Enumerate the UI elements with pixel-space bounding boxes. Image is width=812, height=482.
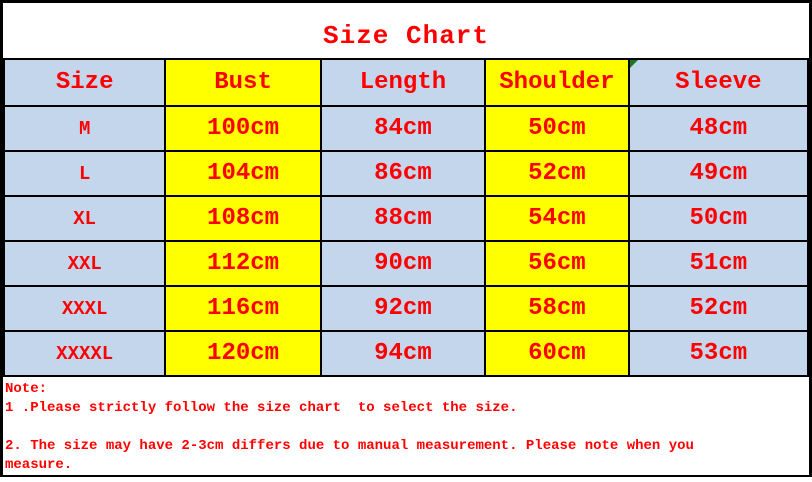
length-cell: 94cm [319,330,487,377]
length-cell: 86cm [319,150,487,197]
bust-cell: 108cm [164,195,322,242]
size-table: Size Bust Length Shoulder Sleeve M 100cm… [2,58,810,377]
bust-cell: 116cm [164,285,322,332]
length-cell: 88cm [319,195,487,242]
sleeve-cell: 48cm [627,105,810,152]
length-cell: 90cm [319,240,487,287]
sleeve-cell: 52cm [627,285,810,332]
notes-text: Note: 1 .Please strictly follow the size… [3,377,809,475]
cell-corner-marker-icon [630,61,638,68]
table-row: XXXL 116cm 92cm 58cm 52cm [2,285,810,332]
size-cell: XXL [2,240,167,287]
column-header-shoulder: Shoulder [484,58,630,107]
bust-cell: 112cm [164,240,322,287]
shoulder-cell: 60cm [484,330,630,377]
column-header-sleeve: Sleeve [627,58,810,107]
table-row: XXL 112cm 90cm 56cm 51cm [2,240,810,287]
column-header-size: Size [2,58,167,107]
length-cell: 92cm [319,285,487,332]
shoulder-cell: 58cm [484,285,630,332]
shoulder-cell: 50cm [484,105,630,152]
sleeve-cell: 50cm [627,195,810,242]
size-cell: XXXXL [2,330,167,377]
bust-cell: 104cm [164,150,322,197]
header-row: Size Bust Length Shoulder Sleeve [2,58,810,107]
column-header-bust: Bust [164,58,322,107]
size-cell: XL [2,195,167,242]
shoulder-cell: 52cm [484,150,630,197]
size-cell: XXXL [2,285,167,332]
shoulder-cell: 56cm [484,240,630,287]
column-header-sleeve-label: Sleeve [675,69,762,96]
sleeve-cell: 53cm [627,330,810,377]
table-row: XL 108cm 88cm 54cm 50cm [2,195,810,242]
size-cell: M [2,105,167,152]
bust-cell: 100cm [164,105,322,152]
size-cell: L [2,150,167,197]
bust-cell: 120cm [164,330,322,377]
length-cell: 84cm [319,105,487,152]
sleeve-cell: 49cm [627,150,810,197]
shoulder-cell: 54cm [484,195,630,242]
table-row: M 100cm 84cm 50cm 48cm [2,105,810,152]
page-title: Size Chart [322,20,490,51]
column-header-length: Length [319,58,487,107]
table-row: L 104cm 86cm 52cm 49cm [2,150,810,197]
sleeve-cell: 51cm [627,240,810,287]
table-row: XXXXL 120cm 94cm 60cm 53cm [2,330,810,377]
